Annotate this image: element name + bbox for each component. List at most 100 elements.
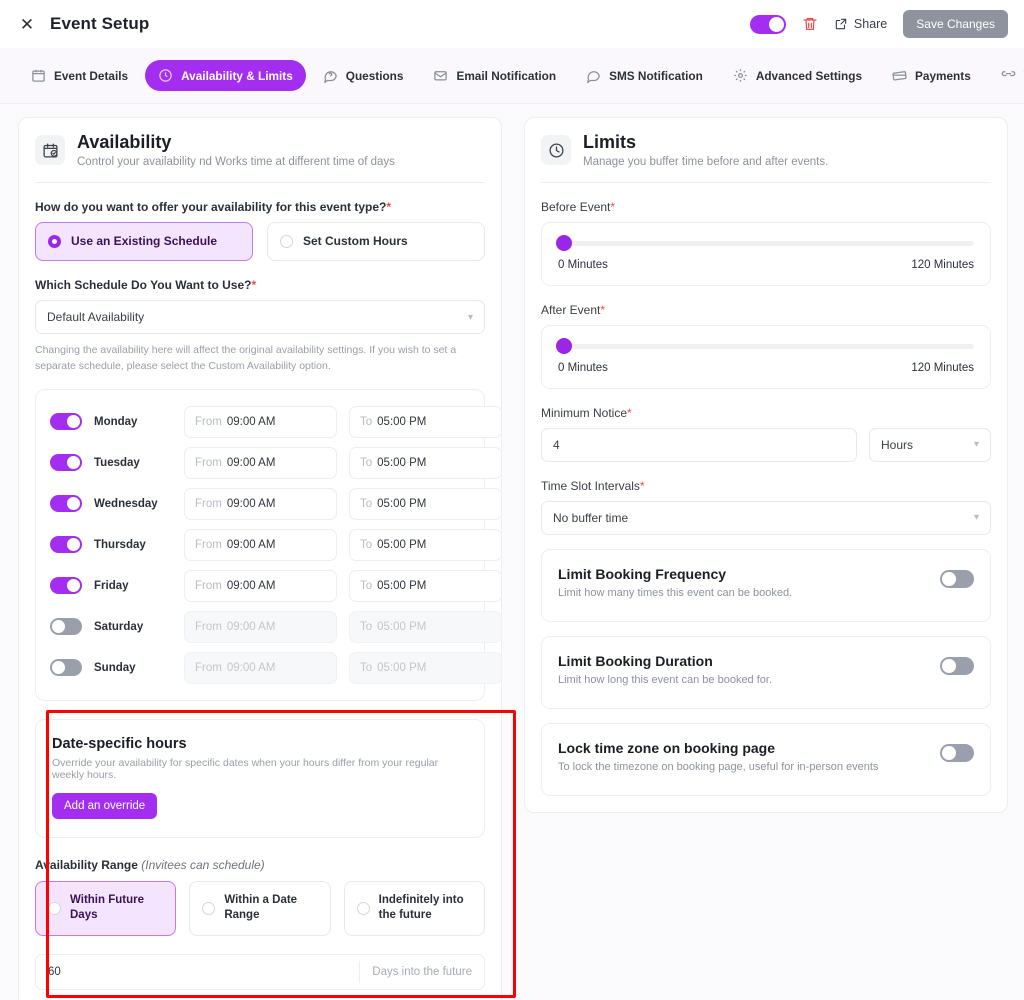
date-specific-title: Date-specific hours <box>52 735 187 752</box>
date-specific-subtitle: Override your availability for specific … <box>52 756 439 781</box>
time-slot-select[interactable]: No buffer time ▾ <box>541 500 991 535</box>
to-value: 05:00 PM <box>377 538 427 551</box>
tab-event-details[interactable]: Event Details <box>18 60 141 91</box>
toggle-knob <box>942 658 956 673</box>
before-event-label: Before Event* <box>541 200 991 214</box>
minimum-notice-input[interactable]: 4 <box>541 427 857 462</box>
range-option-indefinitely[interactable]: Indefinitely into the future <box>343 880 485 936</box>
save-changes-button[interactable]: Save Changes <box>903 10 1008 38</box>
option-label: Set Custom Hours <box>303 233 408 248</box>
before-event-slider-labels: 0 Minutes 120 Minutes <box>558 259 974 271</box>
toggle-card-subtitle: To lock the timezone on booking page, us… <box>558 760 879 773</box>
day-to-input[interactable]: To 05:00 PM <box>349 610 502 643</box>
range-option-within-future-days[interactable]: Within Future Days <box>35 880 177 936</box>
tab-sms-notification[interactable]: SMS Notification <box>573 60 716 91</box>
tab-availability-limits[interactable]: Availability & Limits <box>145 60 306 91</box>
after-event-slider-labels: 0 Minutes 120 Minutes <box>558 362 974 374</box>
day-to-input[interactable]: To 05:00 PM <box>349 569 502 602</box>
availability-range-note: (Invitees can schedule) <box>141 857 265 872</box>
limit-booking-duration-text: Limit Booking Duration Limit how long th… <box>558 653 772 686</box>
question-bubble-icon <box>323 71 337 83</box>
days-into-future-input[interactable]: 60 Days into the future <box>35 953 485 990</box>
from-value: 09:00 AM <box>226 497 276 510</box>
after-event-slider[interactable] <box>556 337 974 354</box>
availability-range-title: Availability Range (Invitees can schedul… <box>35 858 485 872</box>
radio-icon <box>202 901 216 915</box>
day-to-input[interactable]: To 05:00 PM <box>349 528 502 561</box>
minimum-notice-unit-value: Hours <box>881 437 914 452</box>
limit-booking-frequency-toggle[interactable] <box>940 569 974 588</box>
time-slot-value: No buffer time <box>553 510 629 525</box>
slider-max-label: 120 Minutes <box>911 258 974 271</box>
day-row-friday: Friday From 09:00 AM To 05:00 PM <box>50 569 502 602</box>
share-button[interactable]: Share <box>834 17 887 31</box>
range-option-within-date-range[interactable]: Within a Date Range <box>189 880 331 936</box>
tab-questions[interactable]: Questions <box>310 60 417 91</box>
lock-time-zone-toggle[interactable] <box>940 743 974 762</box>
tab-payments[interactable]: Payments <box>879 60 984 91</box>
tab-advanced-settings[interactable]: Advanced Settings <box>720 60 875 91</box>
from-prefix: From <box>195 620 222 633</box>
slider-thumb[interactable] <box>556 234 572 251</box>
before-event-text: Before Event <box>541 199 611 214</box>
tab-email-notification[interactable]: Email Notification <box>420 60 569 91</box>
day-to-input[interactable]: To 05:00 PM <box>349 651 502 684</box>
content-area: Availability Control your availability n… <box>0 105 1024 1000</box>
slider-thumb[interactable] <box>556 337 572 354</box>
trash-icon[interactable] <box>802 16 818 32</box>
day-toggle[interactable] <box>50 454 82 472</box>
tab-bar: Event Details Availability & Limits Ques… <box>0 48 1024 104</box>
to-value: 05:00 PM <box>377 456 427 469</box>
tab-label: Payments <box>915 68 971 83</box>
calendar-icon <box>32 69 45 82</box>
day-from-input[interactable]: From 09:00 AM <box>184 610 337 643</box>
day-from-input[interactable]: From 09:00 AM <box>184 446 337 479</box>
tab-label: Advanced Settings <box>755 68 863 83</box>
range-option-label: Within Future Days <box>70 893 144 922</box>
tab-label: Questions <box>345 68 404 83</box>
day-to-input[interactable]: To 05:00 PM <box>349 446 502 479</box>
calendar-check-icon <box>35 135 65 165</box>
option-use-existing-schedule[interactable]: Use an Existing Schedule <box>35 221 253 262</box>
after-event-label: After Event* <box>541 303 991 317</box>
radio-icon <box>356 901 370 915</box>
toggle-knob <box>942 745 956 760</box>
day-toggle[interactable] <box>50 495 82 513</box>
event-enabled-toggle[interactable] <box>749 14 786 34</box>
day-toggle[interactable] <box>50 618 82 636</box>
days-value: 60 <box>48 965 61 978</box>
day-from-input[interactable]: From 09:00 AM <box>184 405 337 438</box>
before-event-slider[interactable] <box>556 234 974 251</box>
from-prefix: From <box>195 497 222 510</box>
schedule-select[interactable]: Default Availability ▾ <box>35 300 485 335</box>
day-toggle[interactable] <box>50 659 82 677</box>
availability-title: Availability <box>77 132 172 152</box>
minimum-notice-label: Minimum Notice* <box>541 406 991 420</box>
availability-header: Availability Control your availability n… <box>35 132 485 183</box>
day-from-input[interactable]: From 09:00 AM <box>184 651 337 684</box>
slider-max-label: 120 Minutes <box>911 361 974 374</box>
day-from-input[interactable]: From 09:00 AM <box>184 569 337 602</box>
add-override-button[interactable]: Add an override <box>52 792 158 819</box>
day-to-input[interactable]: To 05:00 PM <box>349 487 502 520</box>
day-label: Monday <box>94 415 138 428</box>
to-value: 05:00 PM <box>377 620 427 633</box>
availability-hint: Changing the availability here will affe… <box>35 344 457 373</box>
close-icon[interactable]: ✕ <box>19 14 35 34</box>
which-schedule-label: Which Schedule Do You Want to Use?* <box>35 278 485 292</box>
day-from-input[interactable]: From 09:00 AM <box>184 487 337 520</box>
toggle-knob <box>67 497 80 511</box>
day-toggle[interactable] <box>50 413 82 431</box>
limit-booking-duration-toggle[interactable] <box>940 656 974 675</box>
minimum-notice-row: 4 Hours ▾ <box>541 427 991 462</box>
option-set-custom-hours[interactable]: Set Custom Hours <box>267 221 485 262</box>
day-from-input[interactable]: From 09:00 AM <box>184 528 337 561</box>
day-to-input[interactable]: To 05:00 PM <box>349 405 502 438</box>
radio-icon <box>48 234 61 248</box>
minimum-notice-unit-select[interactable]: Hours ▾ <box>869 427 991 462</box>
tab-webhooks[interactable]: Webhooks <box>988 60 1024 91</box>
day-toggle[interactable] <box>50 577 82 595</box>
day-row-sunday: Sunday From 09:00 AM To 05:00 PM <box>50 651 502 684</box>
day-toggle[interactable] <box>50 536 82 554</box>
clock-icon <box>159 69 172 82</box>
